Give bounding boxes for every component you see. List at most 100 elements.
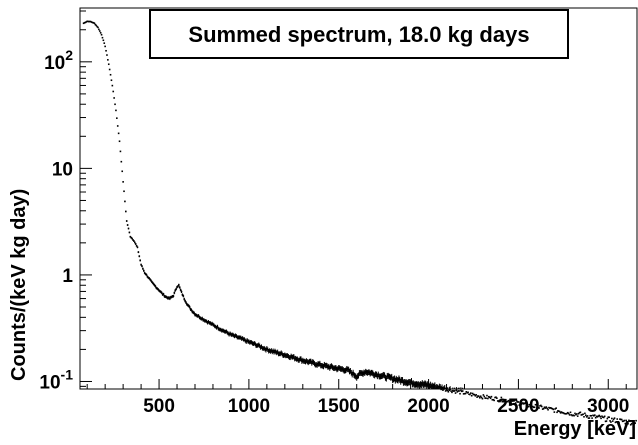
data-point — [316, 364, 318, 366]
data-point — [328, 367, 331, 369]
data-point — [528, 403, 530, 406]
data-point — [264, 348, 266, 350]
data-point — [204, 319, 207, 322]
data-point — [603, 415, 606, 418]
data-point — [218, 328, 221, 331]
data-point — [235, 335, 238, 337]
data-point — [399, 379, 401, 381]
data-point — [313, 362, 316, 365]
data-point — [131, 237, 133, 240]
data-point — [566, 412, 568, 415]
data-point — [137, 251, 140, 253]
data-point — [625, 419, 628, 422]
data-point — [368, 371, 371, 374]
data-point — [403, 381, 406, 383]
data-point — [549, 407, 552, 409]
data-point — [541, 408, 544, 410]
data-point — [169, 296, 172, 299]
data-point — [391, 379, 394, 381]
data-point — [258, 345, 261, 347]
data-point — [586, 415, 589, 417]
data-point — [196, 315, 199, 317]
data-point — [272, 350, 274, 352]
data-point — [549, 407, 551, 409]
data-point — [172, 295, 175, 297]
data-point — [164, 295, 167, 298]
data-point — [185, 301, 187, 304]
data-point — [481, 397, 484, 400]
data-point — [425, 384, 428, 387]
data-point — [576, 413, 578, 415]
data-point — [161, 293, 164, 296]
data-point — [452, 389, 454, 392]
data-point — [453, 390, 456, 392]
data-point — [580, 414, 583, 416]
data-point — [116, 117, 118, 119]
data-point — [102, 39, 105, 42]
data-point — [372, 372, 374, 375]
data-point — [367, 371, 370, 373]
data-point — [615, 421, 618, 423]
data-point — [259, 346, 262, 349]
data-point — [544, 407, 547, 409]
data-point — [442, 389, 444, 391]
data-point — [349, 369, 352, 372]
data-point — [119, 150, 122, 153]
y-tick-label: 1 — [62, 266, 73, 287]
data-point — [562, 412, 565, 414]
data-point — [103, 42, 106, 44]
data-point — [449, 388, 451, 391]
data-point — [224, 330, 227, 333]
data-point — [451, 391, 453, 394]
data-point — [155, 287, 158, 289]
data-point — [94, 23, 97, 26]
data-point — [509, 400, 512, 402]
data-point — [537, 407, 539, 409]
data-point — [431, 384, 433, 387]
data-point — [421, 382, 424, 385]
data-point — [121, 170, 124, 173]
data-point — [434, 387, 437, 390]
data-point — [234, 334, 237, 337]
data-point — [492, 398, 495, 401]
data-point — [223, 330, 226, 333]
data-point — [360, 372, 362, 374]
data-point — [571, 414, 574, 417]
data-point — [189, 308, 192, 311]
data-point — [531, 405, 533, 408]
data-point — [375, 373, 378, 376]
data-point — [303, 360, 306, 363]
data-point — [602, 416, 605, 419]
data-point — [336, 368, 338, 371]
data-point — [197, 314, 200, 317]
data-point — [113, 97, 115, 99]
data-point — [420, 384, 423, 386]
data-point — [117, 132, 120, 135]
data-point — [318, 363, 320, 366]
data-point — [284, 354, 286, 356]
data-point — [295, 358, 298, 360]
data-point — [583, 415, 585, 418]
data-point — [302, 360, 305, 362]
data-point — [554, 408, 557, 410]
data-point — [285, 354, 288, 357]
data-point — [514, 399, 516, 401]
data-point — [454, 392, 457, 394]
data-point — [493, 399, 495, 402]
data-point — [252, 343, 255, 345]
data-point — [138, 255, 141, 258]
data-point — [204, 320, 206, 322]
data-point — [274, 350, 276, 352]
data-point — [151, 282, 154, 284]
data-point — [213, 324, 215, 326]
data-point — [354, 375, 356, 377]
data-point — [225, 330, 228, 333]
data-point — [279, 352, 282, 355]
data-point — [443, 388, 445, 390]
data-point — [84, 21, 87, 24]
data-point — [447, 390, 450, 393]
data-point — [83, 21, 86, 24]
data-point — [105, 49, 107, 52]
data-point — [187, 304, 189, 306]
data-point — [321, 365, 324, 367]
